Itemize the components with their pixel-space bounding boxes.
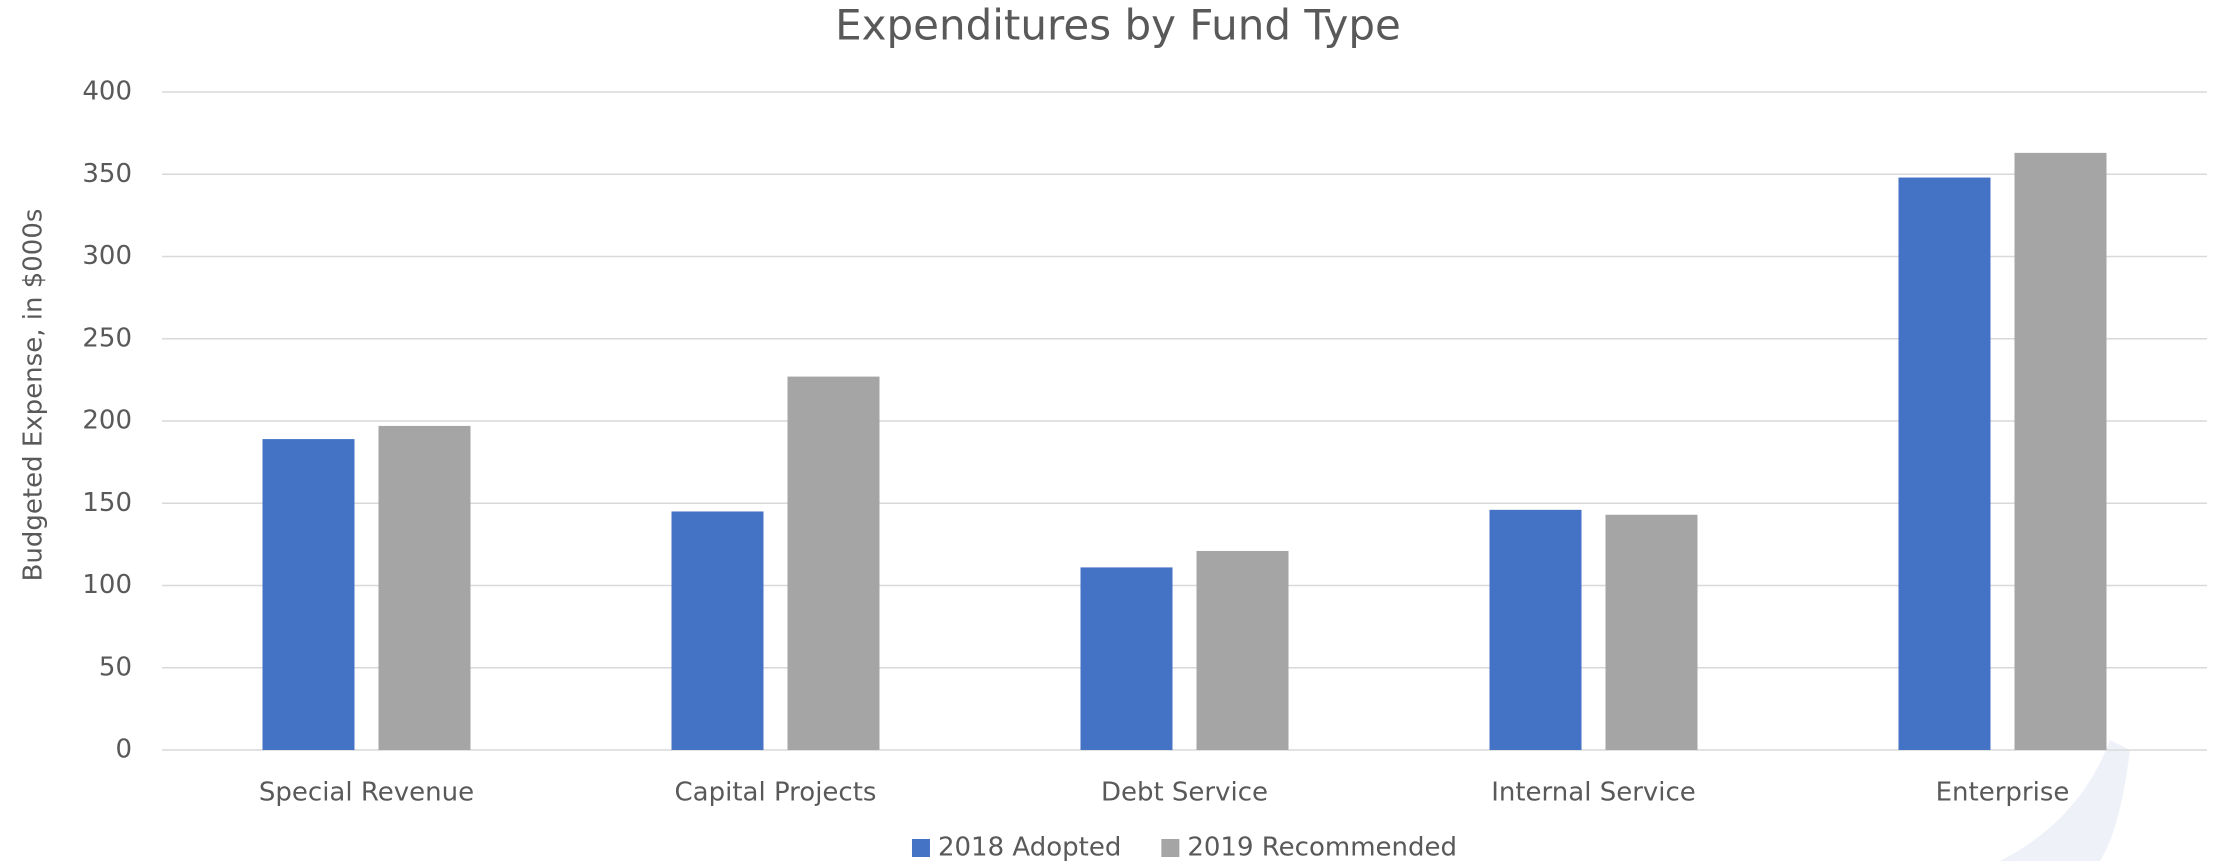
legend-label: 2019 Recommended [1187, 833, 1457, 861]
x-tick-label: Debt Service [1101, 778, 1268, 808]
x-tick-label: Capital Projects [675, 778, 877, 808]
y-tick-label: 100 [82, 570, 132, 600]
x-tick-label: Enterprise [1936, 778, 2070, 808]
y-tick-label: 150 [82, 488, 132, 518]
bar [787, 376, 880, 750]
x-tick-label: Internal Service [1491, 778, 1696, 808]
chart-title: Expenditures by Fund Type [835, 1, 1401, 50]
y-tick-label: 250 [82, 323, 132, 353]
bar [1489, 509, 1582, 750]
y-tick-label: 350 [82, 159, 132, 189]
bar [262, 439, 355, 750]
decoration [2000, 740, 2130, 861]
bar [1196, 550, 1289, 750]
bar [1898, 177, 1991, 751]
bar [2014, 152, 2107, 751]
legend-label: 2018 Adopted [938, 833, 1121, 861]
bar [1080, 567, 1173, 750]
y-tick-label: 200 [82, 406, 132, 436]
y-tick-label: 300 [82, 241, 132, 271]
bar [671, 511, 764, 750]
bar [378, 425, 471, 750]
y-axis-label: Budgeted Expense, in $000s [19, 209, 49, 582]
legend-swatch [911, 839, 930, 857]
y-tick-label: 50 [99, 652, 132, 682]
legend-swatch [1161, 839, 1180, 857]
x-tick-label: Special Revenue [259, 778, 474, 808]
bar [1605, 514, 1698, 750]
y-tick-label: 0 [115, 735, 132, 765]
y-tick-label: 400 [82, 77, 132, 107]
